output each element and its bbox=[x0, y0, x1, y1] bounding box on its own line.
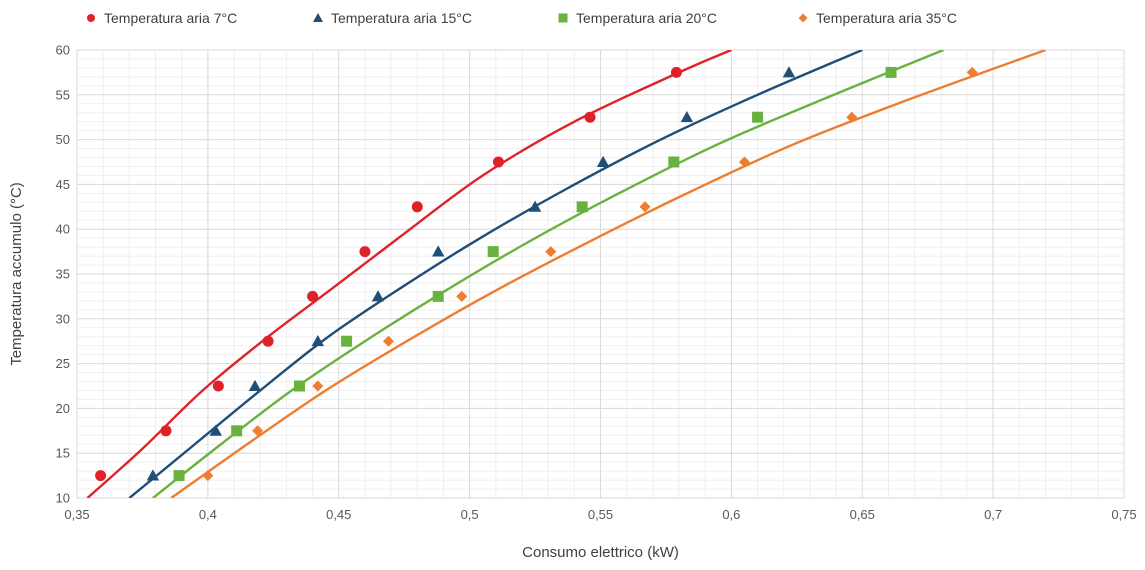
data-point-temperatura-aria-15-c bbox=[311, 335, 325, 347]
x-tick-label: 0,65 bbox=[850, 507, 875, 522]
data-point-temperatura-aria-20-c bbox=[668, 156, 680, 168]
data-point-temperatura-aria-7-c bbox=[584, 111, 596, 123]
data-point-temperatura-aria-20-c bbox=[576, 201, 588, 213]
data-point-temperatura-aria-15-c bbox=[209, 424, 222, 436]
legend-item-temperatura-aria-15-c: Temperatura aria 15°C bbox=[313, 10, 472, 26]
data-point-temperatura-aria-7-c bbox=[212, 380, 224, 392]
legend-marker bbox=[313, 13, 323, 22]
x-tick-label: 0,75 bbox=[1111, 507, 1136, 522]
legend-label: Temperatura aria 15°C bbox=[331, 10, 472, 26]
data-point-temperatura-aria-20-c bbox=[487, 246, 499, 258]
data-point-temperatura-aria-35-c bbox=[382, 335, 394, 347]
data-point-temperatura-aria-7-c bbox=[359, 246, 371, 258]
y-axis-title: Temperatura accumulo (°C) bbox=[8, 182, 25, 366]
y-tick-label: 15 bbox=[56, 446, 70, 461]
data-point-temperatura-aria-35-c bbox=[202, 470, 214, 482]
data-point-temperatura-aria-35-c bbox=[545, 246, 557, 258]
x-tick-label: 0,4 bbox=[199, 507, 217, 522]
data-point-temperatura-aria-35-c bbox=[738, 156, 750, 168]
legend-marker bbox=[558, 13, 568, 23]
x-axis-title: Consumo elettrico (kW) bbox=[522, 544, 679, 561]
y-axis-ticks: 10 15 20 25 30 35 40 45 50 55 60 bbox=[56, 43, 70, 506]
legend-marker bbox=[798, 13, 808, 23]
data-point-temperatura-aria-20-c bbox=[293, 380, 305, 392]
x-tick-label: 0,7 bbox=[984, 507, 1002, 522]
major-gridlines bbox=[76, 49, 1125, 499]
legend-marker bbox=[87, 14, 95, 22]
x-tick-label: 0,35 bbox=[64, 507, 89, 522]
legend-label: Temperatura aria 20°C bbox=[576, 10, 717, 26]
x-tick-label: 0,55 bbox=[588, 507, 613, 522]
x-tick-label: 0,45 bbox=[326, 507, 351, 522]
y-tick-label: 20 bbox=[56, 401, 70, 416]
trend-line-temperatura-aria-35-c bbox=[170, 50, 1046, 498]
trend-line-temperatura-aria-20-c bbox=[152, 50, 944, 498]
legend: Temperatura aria 7°C Temperatura aria 15°… bbox=[87, 10, 957, 26]
data-point-temperatura-aria-20-c bbox=[432, 290, 444, 302]
y-tick-label: 55 bbox=[56, 87, 70, 102]
data-point-temperatura-aria-7-c bbox=[492, 156, 504, 168]
y-tick-label: 60 bbox=[56, 43, 70, 58]
x-tick-label: 0,6 bbox=[722, 507, 740, 522]
data-point-temperatura-aria-20-c bbox=[341, 335, 353, 347]
data-point-temperatura-aria-20-c bbox=[231, 425, 243, 437]
data-point-temperatura-aria-35-c bbox=[456, 290, 468, 302]
legend-item-temperatura-aria-35-c: Temperatura aria 35°C bbox=[798, 10, 957, 26]
data-point-temperatura-aria-20-c bbox=[173, 470, 185, 482]
data-point-temperatura-aria-20-c bbox=[752, 111, 764, 123]
data-point-temperatura-aria-15-c bbox=[432, 245, 445, 257]
trend-line-temperatura-aria-7-c bbox=[86, 50, 732, 498]
data-point-temperatura-aria-15-c bbox=[782, 66, 796, 78]
data-markers bbox=[95, 66, 978, 482]
trend-line-temperatura-aria-15-c bbox=[128, 50, 863, 498]
data-point-temperatura-aria-15-c bbox=[146, 469, 160, 481]
data-point-temperatura-aria-15-c bbox=[248, 379, 262, 391]
data-point-temperatura-aria-7-c bbox=[262, 335, 274, 347]
data-point-temperatura-aria-7-c bbox=[411, 201, 423, 213]
data-point-temperatura-aria-35-c bbox=[639, 201, 651, 213]
data-point-temperatura-aria-7-c bbox=[160, 425, 172, 437]
y-tick-label: 50 bbox=[56, 132, 70, 147]
y-tick-label: 45 bbox=[56, 177, 70, 192]
x-tick-label: 0,5 bbox=[461, 507, 479, 522]
trend-lines bbox=[86, 50, 1046, 498]
data-point-temperatura-aria-35-c bbox=[966, 66, 978, 78]
data-point-temperatura-aria-7-c bbox=[670, 66, 682, 78]
data-point-temperatura-aria-35-c bbox=[846, 111, 858, 123]
y-tick-label: 30 bbox=[56, 311, 70, 326]
y-tick-label: 40 bbox=[56, 222, 70, 237]
x-axis-ticks: 0,35 0,4 0,45 0,5 0,55 0,6 0,65 0,7 0,75 bbox=[64, 507, 1136, 522]
data-point-temperatura-aria-7-c bbox=[95, 470, 107, 482]
data-point-temperatura-aria-15-c bbox=[596, 155, 610, 167]
legend-label: Temperatura aria 7°C bbox=[104, 10, 237, 26]
data-point-temperatura-aria-35-c bbox=[312, 380, 324, 392]
data-point-temperatura-aria-15-c bbox=[680, 111, 694, 123]
y-tick-label: 25 bbox=[56, 356, 70, 371]
legend-label: Temperatura aria 35°C bbox=[816, 10, 957, 26]
y-tick-label: 35 bbox=[56, 267, 70, 282]
legend-item-temperatura-aria-7-c: Temperatura aria 7°C bbox=[87, 10, 237, 26]
y-tick-label: 10 bbox=[56, 491, 70, 506]
data-point-temperatura-aria-15-c bbox=[528, 200, 542, 212]
data-point-temperatura-aria-20-c bbox=[885, 66, 897, 78]
data-point-temperatura-aria-35-c bbox=[252, 425, 264, 437]
data-point-temperatura-aria-15-c bbox=[371, 290, 385, 302]
data-point-temperatura-aria-7-c bbox=[307, 290, 319, 302]
legend-item-temperatura-aria-20-c: Temperatura aria 20°C bbox=[558, 10, 717, 26]
